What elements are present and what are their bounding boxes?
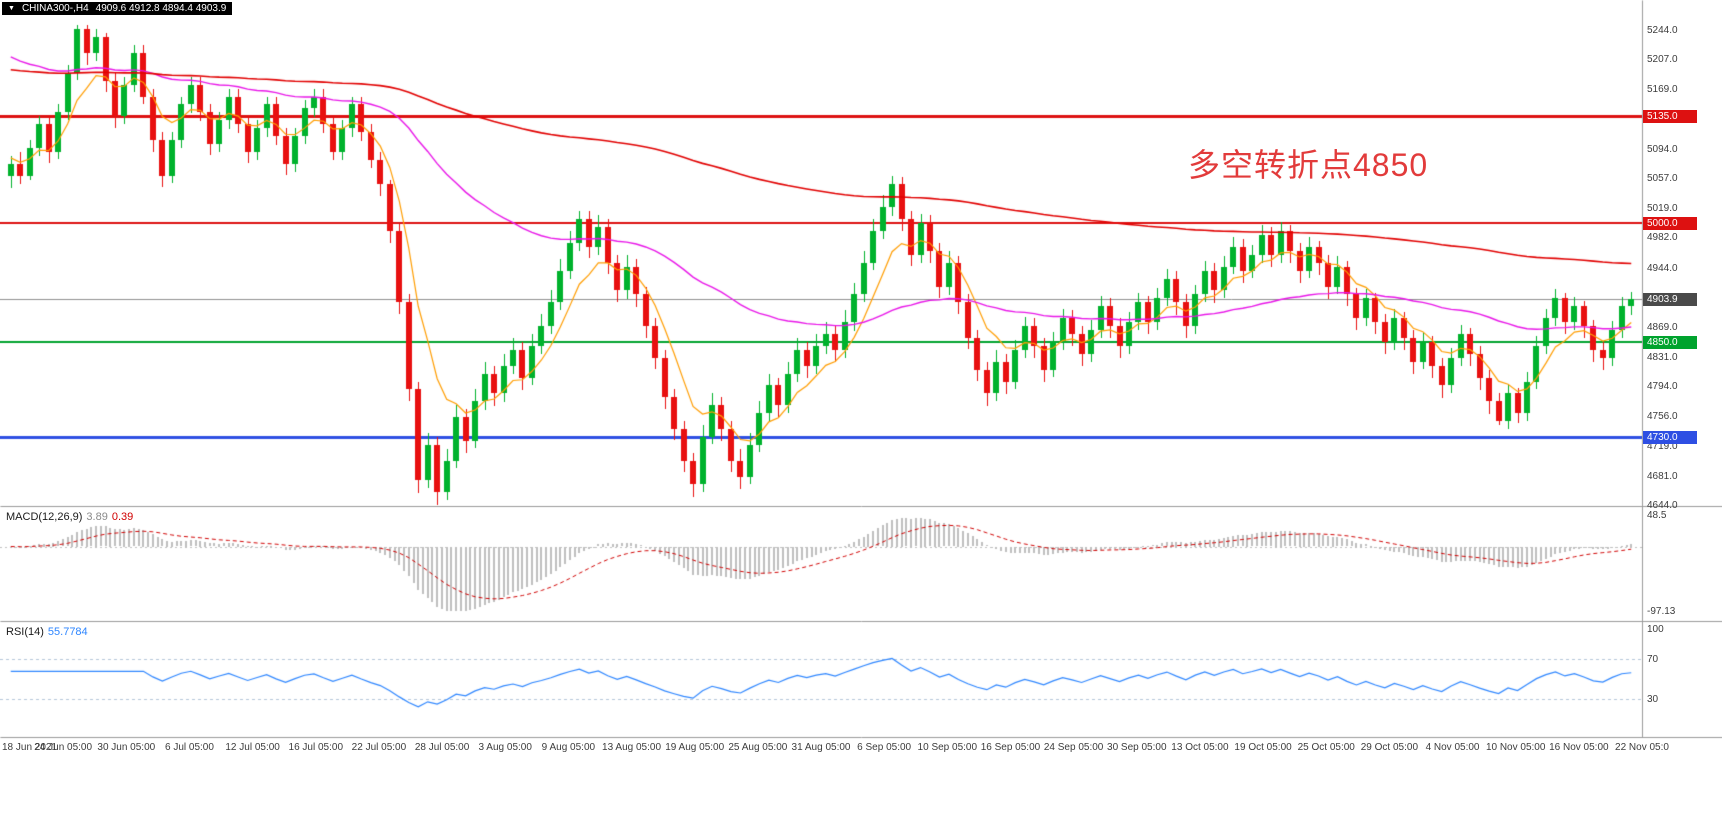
rsi-scale-label: 30 bbox=[1647, 694, 1659, 705]
price-tick-label: 5169.0 bbox=[1647, 84, 1678, 95]
rsi-value: 55.7784 bbox=[47, 626, 88, 638]
price-tick-label: 4756.0 bbox=[1647, 411, 1678, 422]
price-tick-label: 5207.0 bbox=[1647, 54, 1678, 65]
price-tick-label: 5057.0 bbox=[1647, 173, 1678, 184]
time-axis-label: 25 Oct 05:00 bbox=[1297, 742, 1355, 753]
time-axis-label: 3 Aug 05:00 bbox=[478, 742, 532, 753]
rsi-indicator-label: RSI(14) 55.7784 bbox=[6, 626, 88, 638]
symbol-ohlc-values: 4909.6 4912.8 4894.4 4903.9 bbox=[95, 3, 227, 14]
price-tick-label: 5019.0 bbox=[1647, 203, 1678, 214]
price-badge: 5135.0 bbox=[1643, 110, 1697, 123]
macd-indicator-label: MACD(12,26,9) 3.89 0.39 bbox=[6, 511, 133, 523]
price-tick-label: 4831.0 bbox=[1647, 352, 1678, 363]
time-axis-label: 31 Aug 05:00 bbox=[791, 742, 851, 753]
price-tick-label: 4869.0 bbox=[1647, 322, 1678, 333]
dropdown-arrow-icon[interactable]: ▼ bbox=[8, 5, 15, 12]
time-axis-label: 6 Sep 05:00 bbox=[857, 742, 912, 753]
time-axis-label: 18 Jun 2021 bbox=[2, 742, 58, 753]
symbol-info-bar: ▼ CHINA300-,H4 4909.6 4912.8 4894.4 4903… bbox=[2, 2, 233, 15]
time-axis-label: 29 Oct 05:00 bbox=[1360, 742, 1419, 753]
macd-name: MACD(12,26,9) bbox=[6, 511, 83, 523]
time-axis-label: 16 Sep 05:00 bbox=[980, 742, 1041, 753]
time-axis-label: 10 Nov 05:00 bbox=[1485, 742, 1546, 753]
price-tick-label: 4681.0 bbox=[1647, 471, 1678, 482]
macd-signal-value: 0.39 bbox=[111, 511, 134, 523]
rsi-scale-label: 100 bbox=[1647, 624, 1664, 635]
price-tick-label: 4794.0 bbox=[1647, 381, 1678, 392]
price-tick-label: 4644.0 bbox=[1647, 500, 1678, 511]
time-axis-label: 6 Jul 05:00 bbox=[164, 742, 214, 753]
price-badge: 4850.0 bbox=[1643, 336, 1697, 349]
time-axis-label: 12 Jul 05:00 bbox=[225, 742, 280, 753]
macd-main-value: 3.89 bbox=[86, 511, 108, 523]
symbol-title: CHINA300-,H4 bbox=[21, 3, 89, 14]
time-axis-label: 24 Sep 05:00 bbox=[1043, 742, 1104, 753]
macd-scale-label: -97.13 bbox=[1647, 606, 1676, 617]
time-axis-label: 16 Nov 05:00 bbox=[1549, 742, 1609, 753]
price-tick-label: 5094.0 bbox=[1647, 144, 1678, 155]
price-badge: 5000.0 bbox=[1643, 217, 1697, 230]
rsi-name: RSI(14) bbox=[6, 626, 44, 638]
time-axis-label: 4 Nov 05:00 bbox=[1425, 742, 1480, 753]
chart-annotation-text: 多空转折点4850 bbox=[1188, 147, 1429, 183]
price-tick-label: 4719.0 bbox=[1647, 441, 1678, 452]
time-axis-label: 9 Aug 05:00 bbox=[541, 742, 596, 753]
time-axis-label: 30 Jun 05:00 bbox=[97, 742, 156, 753]
rsi-scale-label: 70 bbox=[1647, 654, 1659, 665]
time-axis-label: 19 Aug 05:00 bbox=[665, 742, 725, 753]
macd-scale-label: 48.5 bbox=[1647, 510, 1667, 521]
price-badge: 4903.9 bbox=[1643, 293, 1697, 306]
time-axis-label: 22 Nov 05:0 bbox=[1615, 742, 1669, 753]
time-axis-label: 25 Aug 05:00 bbox=[728, 742, 788, 753]
price-tick-label: 5244.0 bbox=[1647, 25, 1678, 36]
time-axis-label: 13 Oct 05:00 bbox=[1171, 742, 1229, 753]
time-axis-label: 10 Sep 05:00 bbox=[917, 742, 978, 753]
time-axis-label: 28 Jul 05:00 bbox=[414, 742, 470, 753]
time-axis-label: 16 Jul 05:00 bbox=[288, 742, 344, 753]
price-tick-label: 4944.0 bbox=[1647, 263, 1678, 274]
price-badge: 4730.0 bbox=[1643, 431, 1697, 444]
price-tick-label: 4982.0 bbox=[1647, 232, 1678, 243]
time-axis-label: 24 Jun 05:00 bbox=[34, 742, 93, 753]
time-axis-label: 13 Aug 05:00 bbox=[602, 742, 662, 753]
time-axis-label: 22 Jul 05:00 bbox=[351, 742, 407, 753]
time-axis-label: 19 Oct 05:00 bbox=[1234, 742, 1292, 753]
time-axis-label: 30 Sep 05:00 bbox=[1107, 742, 1167, 753]
